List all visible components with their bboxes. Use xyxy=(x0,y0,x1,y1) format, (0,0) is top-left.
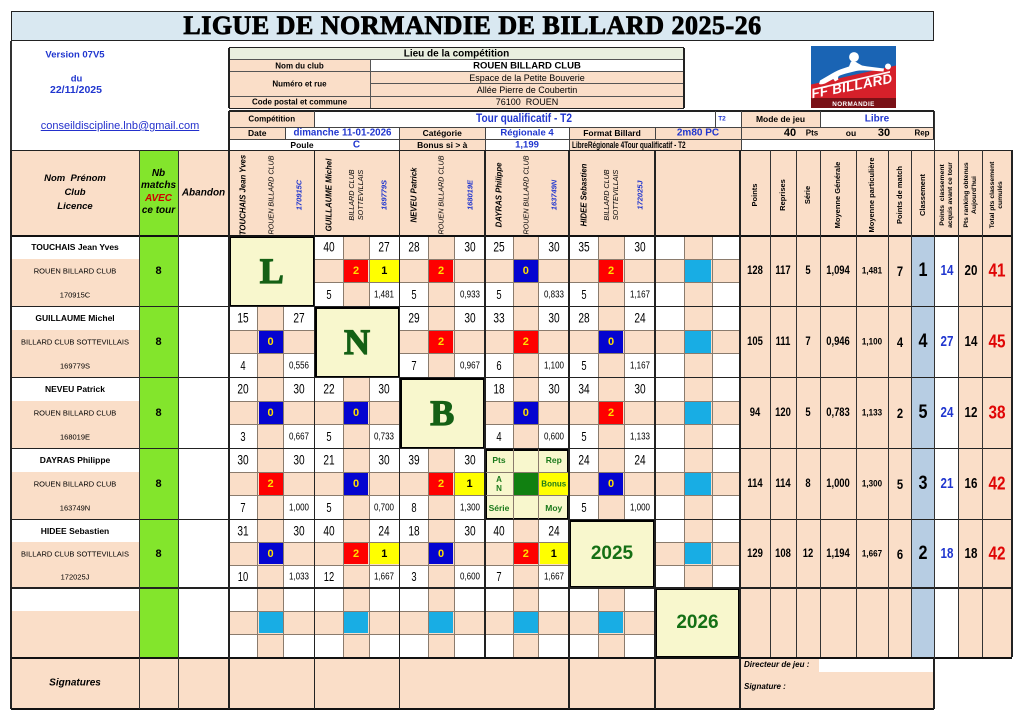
svg-text:NORMANDIE: NORMANDIE xyxy=(832,101,874,108)
